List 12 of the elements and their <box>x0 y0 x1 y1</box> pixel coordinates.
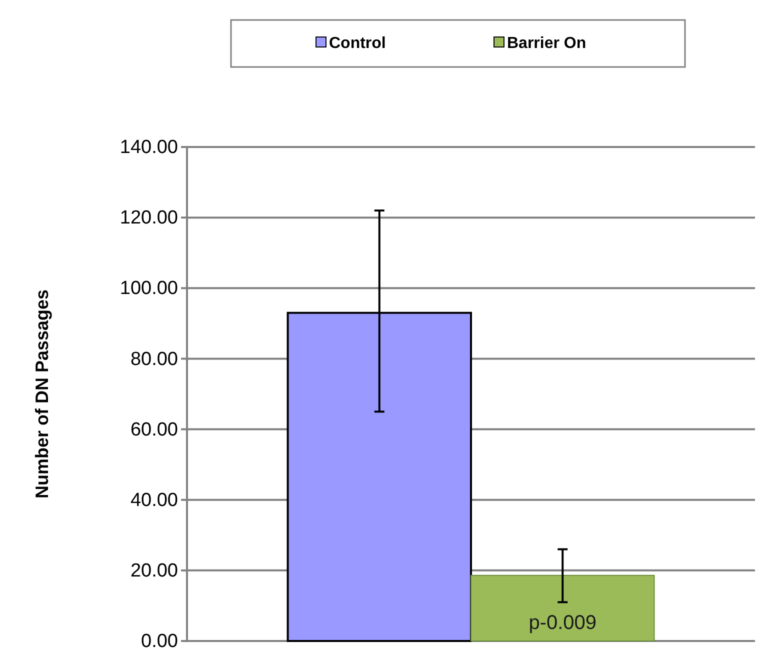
y-tick-label: 100.00 <box>120 278 178 300</box>
legend-label: Control <box>329 35 386 52</box>
y-tick-label: 120.00 <box>120 208 178 229</box>
y-axis-title: Number of DN Passages <box>32 289 52 499</box>
y-tick-label: 140.00 <box>120 137 178 158</box>
y-tick-label: 60.00 <box>130 419 178 440</box>
y-tick-label: 20.00 <box>130 560 178 582</box>
annotation: p-0.009 <box>528 612 597 634</box>
y-tick-label: 40.00 <box>130 490 178 511</box>
legend-label: Barrier On <box>507 35 586 52</box>
y-tick-label: 0.00 <box>141 631 178 652</box>
y-tick-label: 80.00 <box>130 348 178 370</box>
